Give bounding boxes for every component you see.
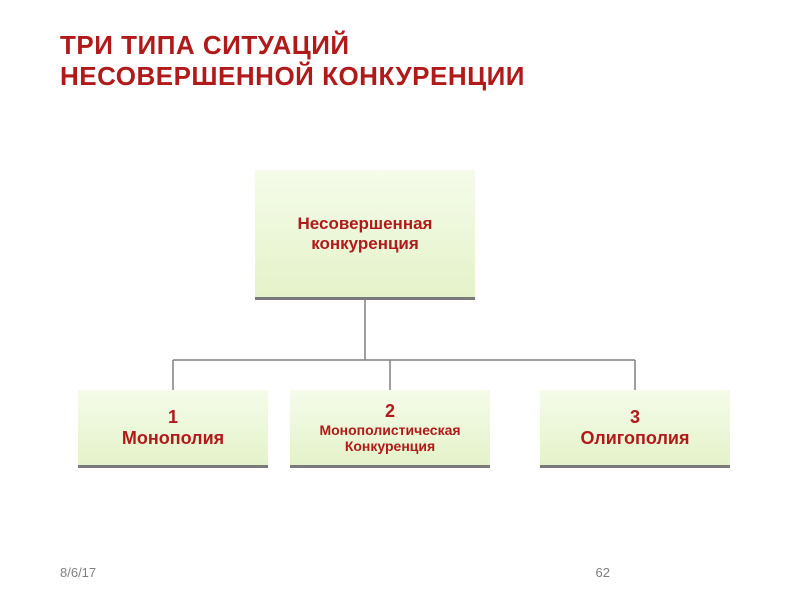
child-node-1-monopoly: 1 Монополия <box>78 390 268 468</box>
slide-title: ТРИ ТИПА СИТУАЦИЙ НЕСОВЕРШЕННОЙ КОНКУРЕН… <box>60 30 740 92</box>
child-label: Олигополия <box>581 428 690 449</box>
title-line-1: ТРИ ТИПА СИТУАЦИЙ <box>60 30 350 60</box>
root-label-line-2: конкуренция <box>311 234 419 254</box>
child-label-line-1: Монополистическая <box>319 422 460 438</box>
title-line-2: НЕСОВЕРШЕННОЙ КОНКУРЕНЦИИ <box>60 61 525 91</box>
child-node-3-oligopoly: 3 Олигополия <box>540 390 730 468</box>
footer-date: 8/6/17 <box>60 565 96 580</box>
root-node: Несовершенная конкуренция <box>255 170 475 300</box>
child-label-line-2: Конкуренция <box>345 438 435 454</box>
footer-page-number: 62 <box>596 565 610 580</box>
child-number: 1 <box>168 407 178 428</box>
root-label-line-1: Несовершенная <box>298 214 433 234</box>
child-number: 3 <box>630 407 640 428</box>
child-node-2-monopolistic-competition: 2 Монополистическая Конкуренция <box>290 390 490 468</box>
child-number: 2 <box>385 401 395 422</box>
child-label: Монополия <box>122 428 224 449</box>
